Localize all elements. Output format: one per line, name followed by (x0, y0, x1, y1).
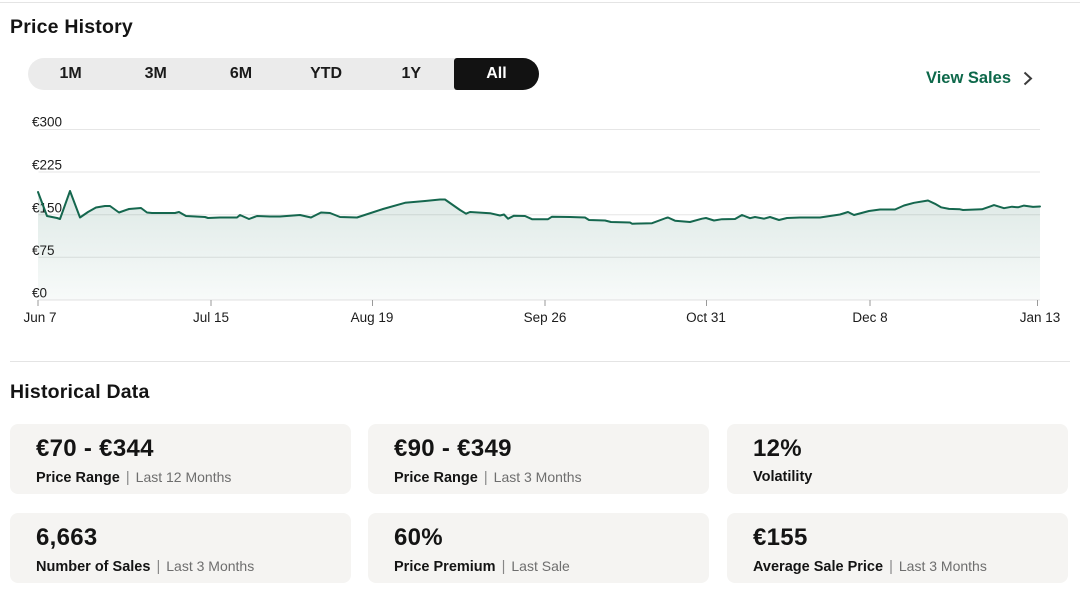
svg-text:€150: €150 (32, 200, 62, 215)
svg-text:€0: €0 (32, 285, 47, 300)
svg-text:€300: €300 (32, 114, 62, 129)
svg-text:€75: €75 (32, 243, 55, 258)
svg-text:€225: €225 (32, 157, 62, 172)
